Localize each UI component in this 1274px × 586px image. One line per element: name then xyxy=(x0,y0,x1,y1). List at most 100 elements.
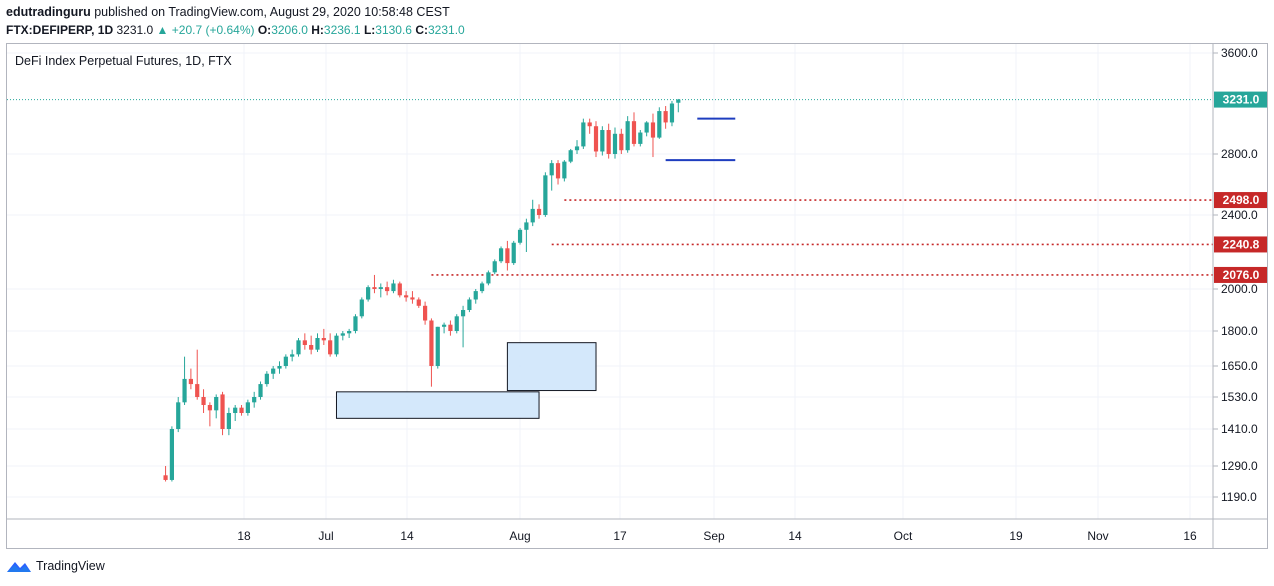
level-price-tag-bg xyxy=(1214,236,1267,253)
candle-body xyxy=(492,261,497,273)
candle-body xyxy=(201,397,206,405)
candle-body xyxy=(378,287,383,289)
candle-body xyxy=(245,402,250,413)
candle-body xyxy=(467,299,472,310)
x-tick-label: 18 xyxy=(237,529,251,543)
candle-body xyxy=(549,163,554,176)
candle-body xyxy=(448,324,453,331)
level-price-tag-bg xyxy=(1214,266,1267,283)
candle xyxy=(492,259,497,275)
candle-body xyxy=(441,324,447,327)
candle-body xyxy=(169,429,174,480)
candle xyxy=(625,116,630,153)
candle-body xyxy=(366,287,371,300)
level-price-tag-bg xyxy=(1214,192,1267,209)
candle-body xyxy=(347,331,352,334)
x-tick-label: 14 xyxy=(788,529,802,543)
y-tick-label: 2800.0 xyxy=(1221,147,1258,161)
x-tick-label: Oct xyxy=(894,529,913,543)
candle-body xyxy=(391,283,396,292)
candle-body xyxy=(220,394,225,429)
candle xyxy=(271,366,276,379)
symbol-label: FTX:DEFIPERP, 1D xyxy=(6,23,114,37)
candle xyxy=(441,322,447,334)
footer-brand[interactable]: TradingView xyxy=(6,559,105,573)
candle xyxy=(524,218,529,252)
candle-body xyxy=(657,111,662,138)
candle-body xyxy=(530,208,535,223)
candle-body xyxy=(650,122,656,138)
candle xyxy=(296,338,301,357)
y-tick-label: 1410.0 xyxy=(1221,422,1258,436)
candle-body xyxy=(416,299,421,306)
y-tick-label: 3600.0 xyxy=(1221,46,1258,60)
candle-body xyxy=(568,150,573,162)
candle xyxy=(638,130,643,147)
y-tick-label: 1530.0 xyxy=(1221,390,1258,404)
x-tick-label: 17 xyxy=(613,529,627,543)
candle xyxy=(385,281,390,296)
candle xyxy=(372,274,377,294)
candle xyxy=(530,199,535,227)
candle xyxy=(650,113,656,158)
candle xyxy=(321,328,326,345)
candle xyxy=(214,394,219,419)
demand-zone-rect[interactable] xyxy=(335,391,540,419)
candle xyxy=(593,121,599,158)
y-tick-label: 1190.0 xyxy=(1221,490,1257,504)
candle xyxy=(517,227,523,245)
low-value: 3130.6 xyxy=(375,23,412,37)
candle xyxy=(423,301,428,325)
candle-body xyxy=(283,356,288,366)
candle-body xyxy=(612,133,618,154)
candle-body xyxy=(543,175,548,215)
candle-body xyxy=(429,320,434,366)
candle-body xyxy=(460,310,466,317)
candle-body xyxy=(524,222,529,230)
candle-body xyxy=(587,122,592,127)
candle xyxy=(467,297,472,313)
candle-body xyxy=(593,126,599,152)
x-tick-label: Nov xyxy=(1087,529,1108,543)
high-label: H: xyxy=(311,23,324,37)
demand-zone-rect[interactable] xyxy=(506,342,597,392)
open-label: O: xyxy=(257,23,272,37)
x-tick-label: Jul xyxy=(318,529,333,543)
candle xyxy=(233,405,238,421)
candle xyxy=(226,407,231,436)
candle xyxy=(454,314,459,334)
candle-body xyxy=(315,338,320,350)
candle xyxy=(182,356,187,405)
candle-body xyxy=(277,366,282,369)
candle xyxy=(309,335,314,355)
candle-body xyxy=(252,397,257,403)
change-arrow-icon: ▲ xyxy=(156,23,169,37)
candle xyxy=(239,405,244,416)
candle-body xyxy=(631,121,637,144)
candle xyxy=(574,140,580,154)
candle xyxy=(543,172,548,217)
candle xyxy=(410,291,415,304)
candle xyxy=(600,126,605,156)
candlestick-chart[interactable]: 3600.0 2800.0 2400.0 2000.0 1800.0 1650.0 1530… xyxy=(7,44,1267,548)
chart-container[interactable]: 3600.0 2800.0 2400.0 2000.0 1800.0 1650.0 1530… xyxy=(6,43,1268,549)
candle-body xyxy=(207,405,212,411)
candle-body xyxy=(296,340,301,355)
close-label: C: xyxy=(415,23,428,37)
candle xyxy=(188,368,193,390)
candle-body xyxy=(404,295,409,298)
publish-header: edutradinguru published on TradingView.c… xyxy=(6,5,450,19)
candle-body xyxy=(385,287,390,292)
candle xyxy=(562,160,567,182)
candle xyxy=(353,314,358,334)
candle xyxy=(283,354,288,369)
candle-body xyxy=(176,402,181,429)
author-name[interactable]: edutradinguru xyxy=(6,5,91,19)
y-tick-label: 1290.0 xyxy=(1221,459,1258,473)
y-tick-label: 1650.0 xyxy=(1221,359,1258,373)
tradingview-logo-icon xyxy=(7,562,31,572)
candle xyxy=(511,240,516,265)
candle-body xyxy=(479,283,485,292)
candle xyxy=(587,118,592,134)
candle xyxy=(334,333,339,357)
